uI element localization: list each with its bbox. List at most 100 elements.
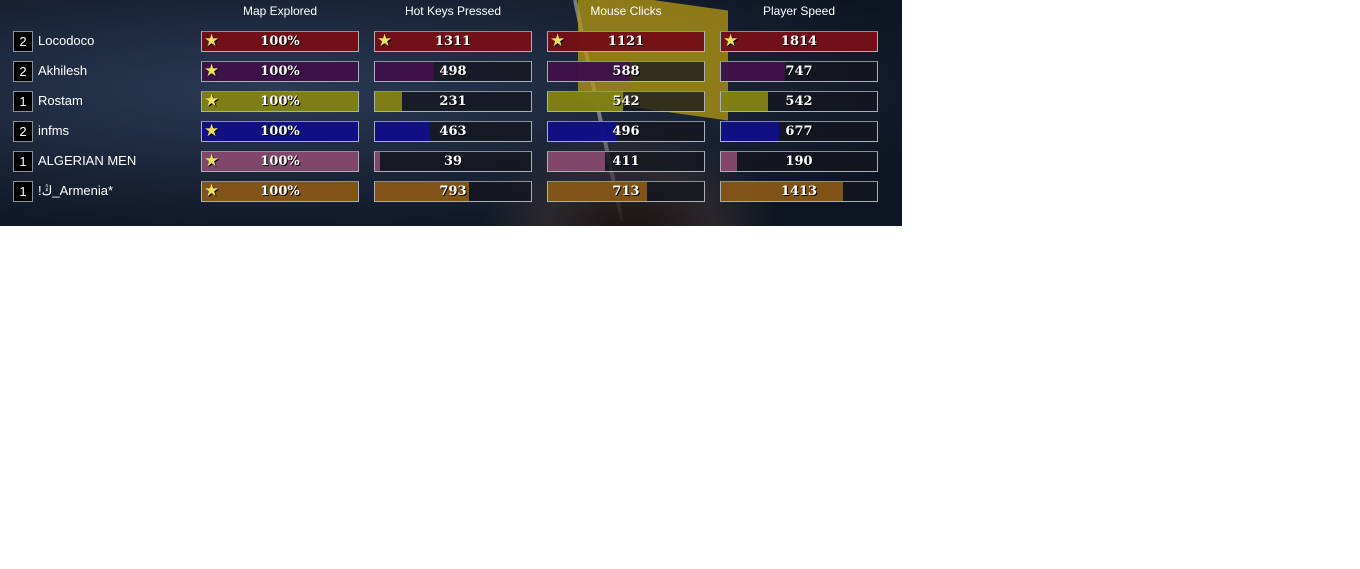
stat-fill	[202, 62, 358, 81]
stat-fill	[202, 32, 358, 51]
stat-bar-mouse-clicks: 588	[547, 61, 705, 82]
stat-value: 100%	[260, 64, 300, 79]
player-name: ALGERIAN MEN	[38, 153, 137, 168]
player-row: 2 infms ★ 100% 463 496 677	[0, 121, 902, 142]
player-name: Akhilesh	[38, 63, 88, 78]
star-icon: ★	[204, 61, 220, 81]
star-icon: ★	[204, 151, 220, 171]
stat-bar-hot-keys: 463	[374, 121, 532, 142]
stat-value: 496	[612, 124, 640, 139]
star-icon: ★	[204, 121, 220, 141]
stat-value: 463	[439, 124, 467, 139]
star-icon: ★	[204, 181, 220, 201]
stat-value: 1413	[780, 184, 818, 199]
stat-value: 1121	[607, 34, 645, 49]
stat-fill	[548, 122, 617, 141]
star-icon: ★	[377, 31, 393, 51]
stat-value: 231	[439, 94, 467, 109]
stat-bar-player-speed: 190	[720, 151, 878, 172]
player-name: Locodoco	[38, 33, 95, 48]
stat-fill	[721, 182, 843, 201]
stat-fill	[721, 62, 786, 81]
stat-bar-hot-keys: 231	[374, 91, 532, 112]
stat-bar-mouse-clicks: 411	[547, 151, 705, 172]
team-number: 1	[13, 151, 33, 172]
stat-value: 747	[785, 64, 813, 79]
achievements-panel: Map Explored Hot Keys Pressed Mouse Clic…	[0, 0, 902, 226]
header-player-speed: Player Speed	[762, 4, 836, 18]
stat-bar-map-explored: ★ 100%	[201, 181, 359, 202]
stat-value: 713	[612, 184, 640, 199]
stat-bar-mouse-clicks: 496	[547, 121, 705, 142]
team-number: 2	[13, 31, 33, 52]
player-row: 1 !ڭ_Armenia* ★ 100% 793 713 1413	[0, 181, 902, 202]
stat-value: 100%	[260, 154, 300, 169]
stat-fill	[375, 122, 431, 141]
stat-value: 793	[439, 184, 467, 199]
stat-value: 1311	[434, 34, 472, 49]
stat-bar-map-explored: ★ 100%	[201, 61, 359, 82]
stat-fill	[548, 32, 704, 51]
header-hot-keys: Hot Keys Pressed	[404, 4, 502, 18]
player-name: !ڭ_Armenia*	[38, 183, 114, 198]
player-row: 2 Akhilesh ★ 100% 498 588 747	[0, 61, 902, 82]
stat-bar-map-explored: ★ 100%	[201, 121, 359, 142]
stat-value: 190	[785, 154, 813, 169]
stat-fill	[375, 152, 380, 171]
stat-value: 100%	[260, 184, 300, 199]
stat-bar-mouse-clicks: 713	[547, 181, 705, 202]
star-icon: ★	[550, 31, 566, 51]
stat-fill	[548, 62, 630, 81]
stat-bar-map-explored: ★ 100%	[201, 91, 359, 112]
team-number: 2	[13, 121, 33, 142]
stat-fill	[202, 182, 358, 201]
player-row: 2 Locodoco ★ 100% ★ 1311 ★ 1121 ★ 1814	[0, 31, 902, 52]
stat-bar-hot-keys: 793	[374, 181, 532, 202]
stat-bar-player-speed: 677	[720, 121, 878, 142]
stat-value: 1814	[780, 34, 818, 49]
stat-fill	[202, 152, 358, 171]
stat-value: 542	[785, 94, 813, 109]
stat-fill	[721, 32, 877, 51]
stat-value: 100%	[260, 124, 300, 139]
stat-fill	[721, 152, 738, 171]
star-icon: ★	[204, 91, 220, 111]
team-number: 1	[13, 181, 33, 202]
stat-bar-hot-keys: ★ 1311	[374, 31, 532, 52]
stat-fill	[375, 92, 403, 111]
team-number: 2	[13, 61, 33, 82]
stat-fill	[548, 92, 624, 111]
stat-bar-hot-keys: 39	[374, 151, 532, 172]
stat-bar-player-speed: 542	[720, 91, 878, 112]
stat-value: 100%	[260, 94, 300, 109]
stat-bar-mouse-clicks: ★ 1121	[547, 31, 705, 52]
stat-fill	[375, 62, 435, 81]
stat-value: 677	[785, 124, 813, 139]
stat-fill	[548, 182, 648, 201]
stat-fill	[375, 32, 531, 51]
stat-fill	[375, 182, 470, 201]
star-icon: ★	[204, 31, 220, 51]
stat-value: 542	[612, 94, 640, 109]
team-number: 1	[13, 91, 33, 112]
header-mouse-clicks: Mouse Clicks	[590, 4, 662, 18]
player-name: Rostam	[38, 93, 83, 108]
stat-fill	[721, 92, 768, 111]
stat-value: 39	[443, 154, 463, 169]
stat-value: 498	[439, 64, 467, 79]
player-row: 1 Rostam ★ 100% 231 542 542	[0, 91, 902, 112]
stat-fill	[721, 122, 780, 141]
stat-value: 588	[612, 64, 640, 79]
star-icon: ★	[723, 31, 739, 51]
player-name: infms	[38, 123, 70, 138]
stat-bar-player-speed: 1413	[720, 181, 878, 202]
stat-bar-mouse-clicks: 542	[547, 91, 705, 112]
stat-bar-map-explored: ★ 100%	[201, 151, 359, 172]
stat-fill	[548, 152, 606, 171]
stat-bar-map-explored: ★ 100%	[201, 31, 359, 52]
stat-bar-hot-keys: 498	[374, 61, 532, 82]
stat-value: 100%	[260, 34, 300, 49]
stat-fill	[202, 122, 358, 141]
stat-fill	[202, 92, 358, 111]
stat-bar-player-speed: 747	[720, 61, 878, 82]
